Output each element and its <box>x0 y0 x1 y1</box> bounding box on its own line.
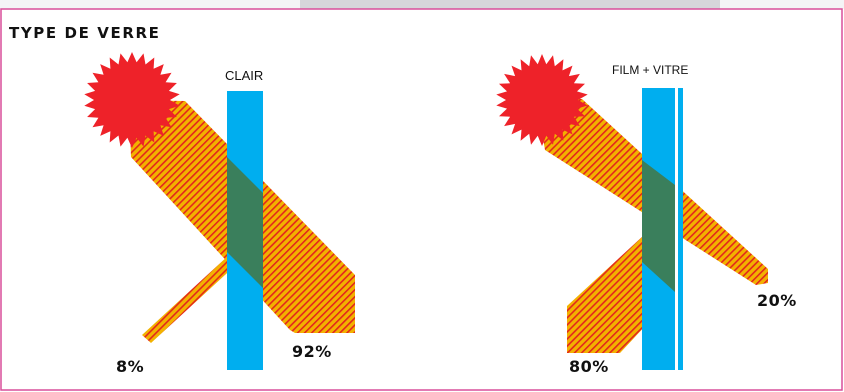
panel-clair <box>84 52 355 370</box>
glass-label-clair: CLAIR <box>225 68 264 83</box>
transmitted-percentage: 92% <box>292 342 332 361</box>
reflected-percentage: 80% <box>569 357 609 376</box>
ray-in-glass <box>227 157 263 288</box>
page-title: TYPE DE VERRE <box>9 24 161 42</box>
sun-icon <box>496 54 588 146</box>
frame-border <box>0 8 843 391</box>
ray-in-glass <box>642 160 675 292</box>
glass-label-film-vitre: FILM + VITRE <box>612 63 689 77</box>
panel-film-vitre <box>496 54 768 370</box>
film-gap <box>675 88 678 370</box>
reflected-percentage: 8% <box>116 357 145 376</box>
transmitted-percentage: 20% <box>757 291 797 310</box>
top-bar-shade <box>300 0 720 9</box>
sun-icon <box>84 52 180 148</box>
film-layer <box>678 88 683 370</box>
reflected-ray <box>142 255 238 343</box>
